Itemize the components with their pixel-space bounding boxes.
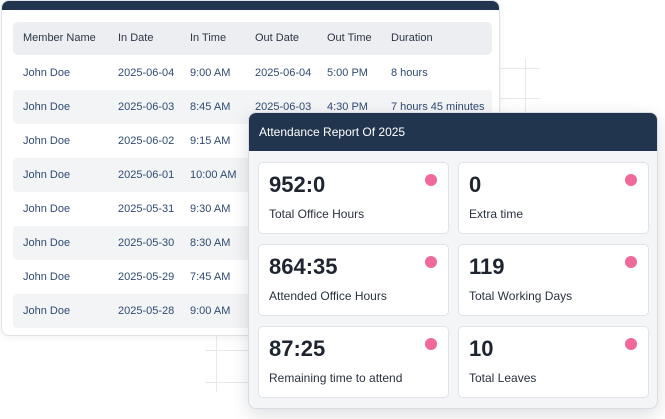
cell-in-date: 2025-06-01 [118, 169, 175, 181]
column-header-out-time: Out Time [327, 32, 372, 44]
cell-in-date: 2025-06-04 [118, 67, 175, 79]
table-row[interactable]: John Doe 2025-05-31 9:30 AM [13, 192, 492, 226]
cell-member-name: John Doe [23, 237, 71, 249]
cell-duration: 7 hours 45 minutes [391, 101, 485, 113]
cell-member-name: John Doe [23, 67, 71, 79]
table-row[interactable]: John Doe 2025-06-04 9:00 AM 2025-06-04 5… [13, 56, 492, 90]
table-top-bar [2, 1, 499, 10]
cell-duration: 8 hours [391, 67, 428, 79]
cell-in-time: 8:45 AM [190, 101, 231, 113]
stat-card-extra-time: 0 Extra time [458, 162, 649, 234]
decor-line [525, 58, 526, 128]
stat-card-total-office-hours: 952:0 Total Office Hours [258, 162, 449, 234]
status-dot-icon [625, 256, 637, 268]
cell-in-time: 9:15 AM [190, 135, 231, 147]
stat-card-attended-office-hours: 864:35 Attended Office Hours [258, 244, 449, 316]
table-row[interactable]: John Doe 2025-05-29 7:45 AM [13, 260, 492, 294]
stat-value: 87:25 [269, 336, 326, 361]
stat-label: Attended Office Hours [269, 289, 387, 303]
cell-in-time: 9:00 AM [190, 305, 231, 317]
cell-out-date: 2025-06-04 [255, 67, 312, 79]
cell-in-time: 10:00 AM [190, 169, 237, 181]
column-header-out-date: Out Date [255, 32, 300, 44]
stat-label: Total Working Days [469, 289, 573, 303]
cell-member-name: John Doe [23, 305, 71, 317]
attendance-report-card: Attendance Report Of 2025 952:0 Total Of… [248, 112, 658, 409]
decor-line [205, 382, 248, 383]
cell-in-time: 7:45 AM [190, 271, 231, 283]
column-header-in-time: In Time [190, 32, 227, 44]
cell-member-name: John Doe [23, 169, 71, 181]
cell-out-time: 4:30 PM [327, 101, 368, 113]
decor-line [205, 350, 248, 351]
decor-line [216, 336, 217, 392]
cell-in-time: 9:00 AM [190, 67, 231, 79]
cell-out-time: 5:00 PM [327, 67, 368, 79]
report-header: Attendance Report Of 2025 [249, 113, 657, 151]
status-dot-icon [625, 174, 637, 186]
stat-value: 952:0 [269, 172, 326, 197]
cell-in-date: 2025-05-28 [118, 305, 175, 317]
table-row[interactable]: John Doe 2025-06-02 9:15 AM [13, 124, 492, 158]
status-dot-icon [625, 338, 637, 350]
stat-label: Total Leaves [469, 371, 537, 385]
stat-label: Remaining time to attend [269, 371, 403, 385]
decor-line [500, 98, 540, 99]
cell-out-date: 2025-06-03 [255, 101, 312, 113]
column-header-in-date: In Date [118, 32, 154, 44]
column-header-member-name: Member Name [23, 32, 96, 44]
cell-in-date: 2025-06-02 [118, 135, 175, 147]
cell-in-time: 8:30 AM [190, 237, 231, 249]
cell-member-name: John Doe [23, 135, 71, 147]
cell-member-name: John Doe [23, 271, 71, 283]
stat-value: 0 [469, 172, 482, 197]
column-header-duration: Duration [391, 32, 433, 44]
stat-label: Extra time [469, 207, 524, 221]
cell-in-time: 9:30 AM [190, 203, 231, 215]
stat-card-total-working-days: 119 Total Working Days [458, 244, 649, 316]
cell-member-name: John Doe [23, 101, 71, 113]
status-dot-icon [425, 174, 437, 186]
stat-label: Total Office Hours [269, 207, 365, 221]
cell-in-date: 2025-05-30 [118, 237, 175, 249]
stat-card-total-leaves: 10 Total Leaves [458, 326, 649, 398]
cell-in-date: 2025-06-03 [118, 101, 175, 113]
stat-value: 864:35 [269, 254, 338, 279]
stat-card-remaining-time: 87:25 Remaining time to attend [258, 326, 449, 398]
cell-member-name: John Doe [23, 203, 71, 215]
status-dot-icon [425, 338, 437, 350]
report-title: Attendance Report Of 2025 [259, 125, 406, 139]
cell-in-date: 2025-05-29 [118, 271, 175, 283]
stat-value: 119 [469, 254, 505, 279]
cell-in-date: 2025-05-31 [118, 203, 175, 215]
status-dot-icon [425, 256, 437, 268]
table-header: Member Name In Date In Time Out Date Out… [13, 22, 492, 55]
decor-line [500, 68, 540, 69]
stat-value: 10 [469, 336, 494, 361]
